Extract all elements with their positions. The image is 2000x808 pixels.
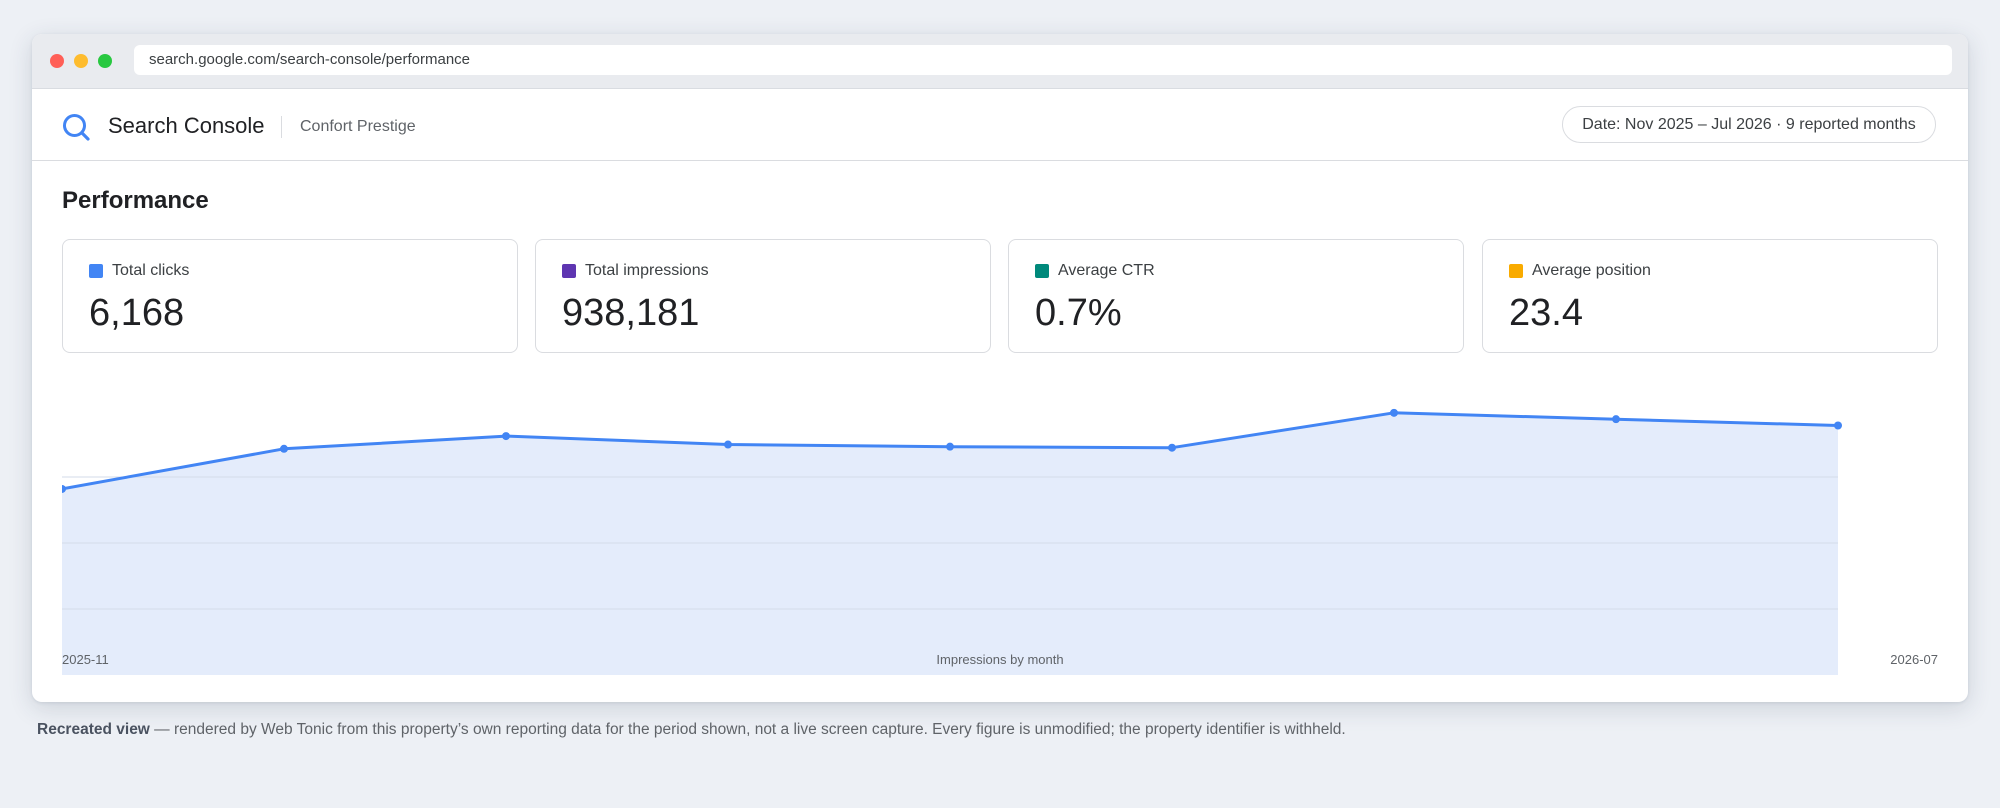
impressions-area: [62, 412, 1838, 675]
data-point-2026-02[interactable]: [724, 440, 732, 449]
impressions-chart-svg: [62, 408, 1842, 675]
average-position-swatch: [1509, 264, 1523, 278]
data-point-2026-06[interactable]: [1612, 415, 1620, 424]
search-console-logo-icon: [63, 114, 90, 141]
data-point-2026-03[interactable]: [946, 442, 954, 451]
header-divider: [281, 116, 282, 138]
maximize-window-button[interactable]: [98, 54, 112, 68]
total-clicks-swatch: [89, 264, 103, 278]
address-bar[interactable]: search.google.com/search-console/perform…: [134, 45, 1952, 75]
metric-card-total-clicks[interactable]: Total clicks 6,168: [62, 239, 518, 353]
page-title: Performance: [62, 187, 209, 214]
metric-card-total-impressions[interactable]: Total impressions 938,181: [535, 239, 991, 353]
average-ctr-swatch: [1035, 264, 1049, 278]
browser-window: search.google.com/search-console/perform…: [32, 34, 1968, 702]
metric-card-average-position[interactable]: Average position 23.4: [1482, 239, 1938, 353]
footnote: Recreated view — rendered by Web Tonic f…: [37, 719, 1346, 741]
data-point-2026-05[interactable]: [1390, 408, 1398, 417]
data-point-2026-07[interactable]: [1834, 421, 1842, 430]
metric-value: 23.4: [1509, 292, 1583, 334]
metric-label: Average position: [1532, 262, 1651, 279]
metric-value: 0.7%: [1035, 292, 1122, 334]
app-header: Search Console Confort Prestige Date: No…: [32, 89, 1968, 161]
x-axis-start-label: 2025-11: [62, 652, 109, 667]
impressions-chart: [62, 379, 1938, 679]
footnote-lead: Recreated view: [37, 721, 150, 738]
data-point-2025-12[interactable]: [280, 444, 288, 453]
metric-label: Total clicks: [112, 262, 190, 279]
total-impressions-swatch: [562, 264, 576, 278]
property-name[interactable]: Confort Prestige: [300, 118, 416, 135]
x-axis-end-label: 2026-07: [1890, 652, 1938, 667]
chart-caption: Impressions by month: [936, 652, 1064, 667]
app-title: Search Console: [108, 113, 265, 138]
minimize-window-button[interactable]: [74, 54, 88, 68]
metric-value: 6,168: [89, 292, 185, 334]
browser-titlebar: search.google.com/search-console/perform…: [32, 34, 1968, 89]
data-point-2025-11[interactable]: [62, 484, 66, 493]
footnote-text: — rendered by Web Tonic from this proper…: [149, 721, 1346, 738]
date-filter-chip[interactable]: Date: Nov 2025 – Jul 2026 · 9 reported m…: [1562, 106, 1936, 143]
metric-card-average-ctr[interactable]: Average CTR 0.7%: [1008, 239, 1464, 353]
metric-value: 938,181: [562, 292, 700, 334]
close-window-button[interactable]: [50, 54, 64, 68]
metric-label: Average CTR: [1058, 262, 1155, 279]
data-point-2026-04[interactable]: [1168, 443, 1176, 452]
data-point-2026-01[interactable]: [502, 432, 510, 441]
metric-label: Total impressions: [585, 262, 709, 279]
